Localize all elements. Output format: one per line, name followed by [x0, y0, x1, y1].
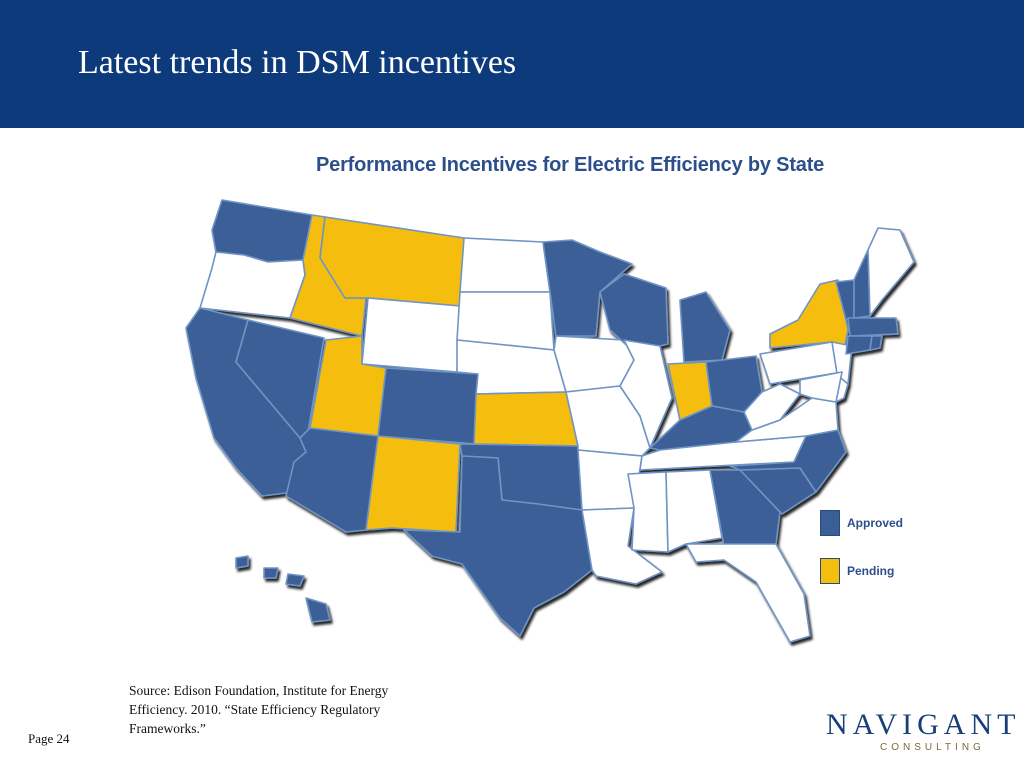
state-il: [619, 339, 673, 449]
state-fl: [685, 543, 811, 643]
map-title: Performance Incentives for Electric Effi…: [316, 154, 825, 176]
legend-swatch-approved: [820, 510, 840, 536]
state-ma: [847, 317, 899, 337]
state-ms: [627, 471, 669, 553]
state-ga: [709, 469, 781, 547]
legend-item-approved: Approved: [820, 510, 903, 536]
slide-title: Latest trends in DSM incentives: [78, 44, 517, 81]
state-mi: [679, 291, 731, 363]
state-nm: [365, 435, 461, 533]
state-nd: [459, 237, 551, 293]
state-hi: [235, 555, 331, 623]
state-me: [867, 227, 915, 317]
navigant-logo: NAVIGANT CONSULTING: [826, 708, 1015, 758]
state-va: [735, 397, 839, 443]
state-tx: [403, 455, 593, 637]
source-citation: Source: Edison Foundation, Institute for…: [129, 683, 389, 736]
legend-label-pending: Pending: [847, 564, 895, 578]
legend-label-approved: Approved: [847, 516, 904, 530]
state-nc: [729, 429, 847, 493]
state-wi: [599, 273, 669, 353]
state-wy: [361, 297, 461, 373]
state-ny: [769, 279, 849, 351]
state-ri: [869, 335, 883, 351]
state-co: [377, 367, 479, 445]
state-ks: [473, 391, 579, 447]
legend-swatch-pending: [820, 558, 840, 584]
state-or: [199, 251, 306, 319]
page-number: Page 24: [28, 731, 70, 746]
map-legend: Approved Pending: [820, 510, 903, 606]
state-md: [799, 371, 843, 403]
logo-wordmark: NAVIGANT: [826, 708, 1021, 741]
state-mt: [319, 216, 465, 307]
header-bar: Latest trends in DSM incentives: [0, 0, 1024, 128]
legend-item-pending: Pending: [820, 558, 903, 584]
state-al: [665, 469, 723, 553]
logo-tagline: CONSULTING: [880, 742, 985, 753]
state-ct: [845, 335, 873, 355]
